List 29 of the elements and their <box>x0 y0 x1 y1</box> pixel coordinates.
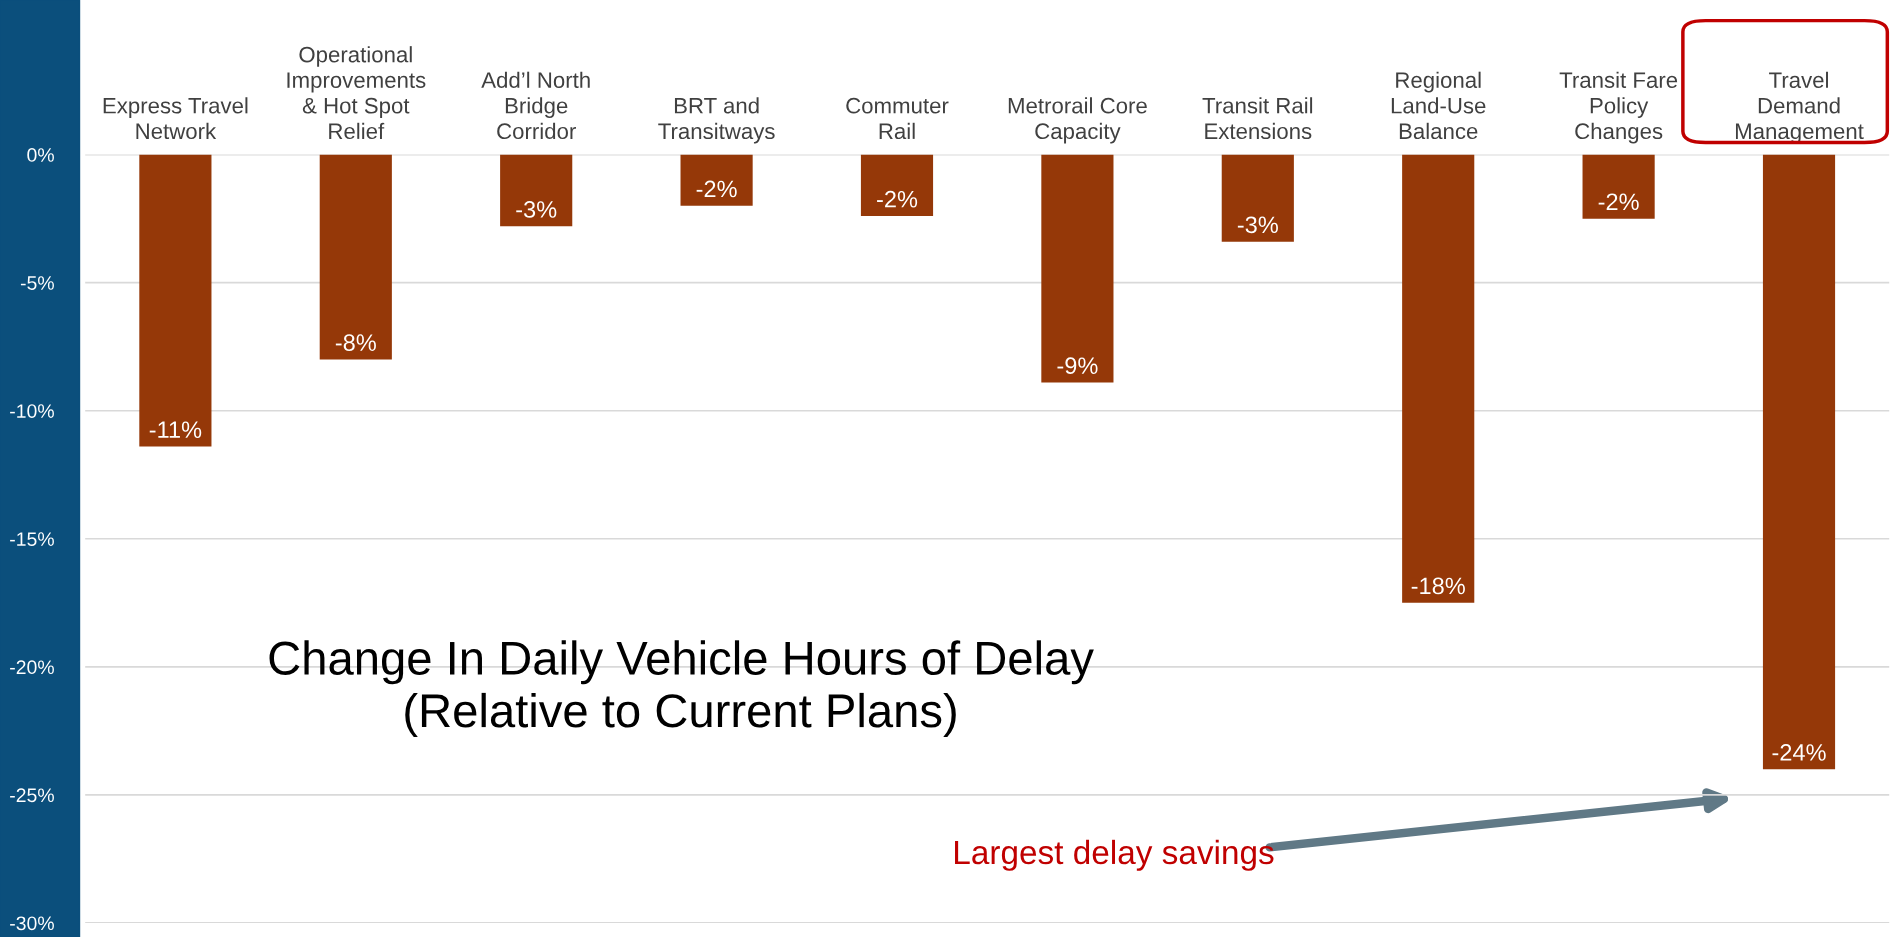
annotation: Largest delay savings <box>955 839 1274 871</box>
y-tick-label: -15% <box>10 532 54 547</box>
data-label: -3% <box>1237 216 1278 234</box>
y-tick-label: -25% <box>10 788 54 803</box>
x-tick-label: Travel Demand Management <box>1735 71 1864 144</box>
x-tick-label: Add’l North Bridge Corridor <box>481 71 590 140</box>
y-tick-label: -20% <box>10 660 54 675</box>
y-tick-label: -10% <box>10 404 54 418</box>
x-tick-label: Transit Rail Extensions <box>1202 97 1313 140</box>
data-label: -2% <box>877 190 918 208</box>
x-tick-label: Metrorail Core Capacity <box>1008 97 1147 144</box>
data-label: -24% <box>1772 744 1826 761</box>
data-label: -2% <box>696 180 737 198</box>
data-label: -8% <box>335 334 376 351</box>
x-tick-label: Operational Improvements & Hot Spot Relief <box>287 46 426 140</box>
data-label: -2% <box>1598 193 1639 211</box>
data-label: -18% <box>1411 577 1465 595</box>
data-label: -11% <box>149 421 202 438</box>
x-tick-label: BRT and Transitways <box>658 97 775 144</box>
text: Change In Daily Vehicle Hours of Delay (Relative to Current Plans) <box>269 640 1094 737</box>
y-tick-label: 0% <box>27 148 54 162</box>
data-label: -9% <box>1057 357 1098 375</box>
y-tick-label: -30% <box>10 916 54 931</box>
y-tick-label: -5% <box>20 276 54 290</box>
data-label: -3% <box>516 201 557 218</box>
x-tick-label: Commuter Rail <box>846 97 949 140</box>
x-tick-label: Express Travel Network <box>103 97 248 140</box>
x-tick-label: Regional Land-Use Balance <box>1391 71 1486 140</box>
x-tick-label: Transit Fare Policy Changes <box>1559 71 1678 144</box>
